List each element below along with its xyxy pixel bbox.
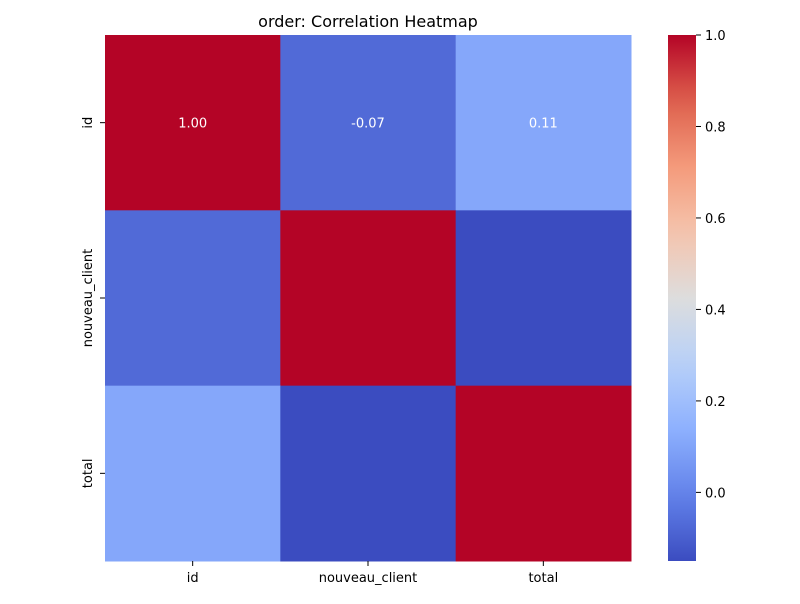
heatmap-cell-id-nouveau_client: [280, 35, 457, 211]
colorbar-tick-label: 0.4: [705, 303, 726, 318]
heatmap-cell-total-total: [455, 385, 632, 562]
chart-title: order: Correlation Heatmap: [258, 12, 478, 31]
heatmap-cell-nouveau_client-nouveau_client: [280, 210, 457, 387]
cell-value-label: 1.00: [178, 117, 207, 132]
heatmap-cell-id-id: [105, 35, 281, 211]
heatmap-cell-id-total: [455, 35, 632, 211]
x-tick-label: total: [528, 571, 558, 586]
colorbar-tick-label: 0.0: [705, 486, 726, 501]
heatmap-cell-total-id: [105, 385, 281, 562]
heatmap-cell-labels: 1.00 -0.07 0.11: [178, 117, 558, 132]
colorbar-tick-label: 0.6: [705, 212, 726, 227]
cell-value-label: 0.11: [529, 117, 558, 132]
y-tick-label: total: [81, 458, 96, 488]
x-tick-label: id: [187, 571, 199, 586]
colorbar-tick-label: 1.0: [705, 29, 726, 44]
heatmap-cell-nouveau_client-total: [455, 210, 632, 387]
colorbar-gradient: [668, 35, 696, 561]
colorbar-tick-label: 0.8: [705, 120, 726, 135]
cell-value-label: -0.07: [351, 117, 385, 132]
y-tick-label: id: [81, 117, 96, 129]
colorbar-tick-label: 0.2: [705, 395, 726, 410]
y-tick-label: nouveau_client: [81, 249, 96, 348]
heatmap-cells: [105, 35, 632, 562]
colorbar: 0.0 0.2 0.4 0.6 0.8 1.0: [668, 29, 726, 561]
heatmap-cell-total-nouveau_client: [280, 385, 457, 562]
x-tick-label: nouveau_client: [319, 571, 418, 586]
heatmap-cell-nouveau_client-id: [105, 210, 281, 387]
x-axis: id nouveau_client total: [187, 561, 558, 586]
